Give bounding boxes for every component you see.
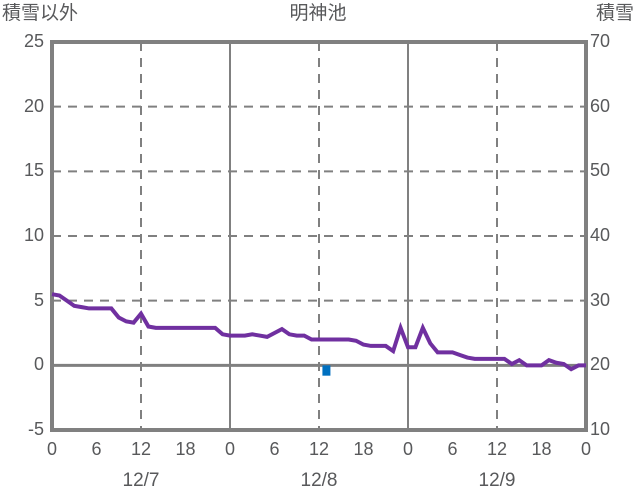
y-axis-right-tick: 20 [590,354,611,375]
x-axis-day-label: 12/9 [478,470,516,491]
chart-title: 明神池 [289,3,347,24]
x-axis-tick: 0 [46,439,57,459]
x-axis-tick: 6 [269,439,280,459]
y-axis-right-tick: 50 [590,160,611,181]
y-axis-right-tick: 60 [590,95,611,116]
x-axis-day-label: 12/8 [300,470,338,491]
data-line-snow-other [51,292,586,372]
x-axis-tick: 0 [402,439,413,459]
y-axis-left-tick: 0 [33,354,44,375]
y-axis-right-tick: 70 [590,31,611,51]
y-axis-left-tick: 10 [23,225,44,245]
x-axis-day-label: 12/7 [122,470,160,491]
x-axis-tick: 18 [353,439,374,459]
x-axis-tick: 0 [580,439,591,459]
x-axis-tick: 12 [130,439,152,459]
x-axis-tick: 12 [308,439,330,459]
y-axis-left-tick: -5 [27,419,44,439]
x-axis-tick: 6 [447,439,458,459]
x-axis-tick: 12 [486,439,508,459]
y-axis-right-tick: 30 [590,289,611,310]
snow-depth-bars [322,365,331,376]
x-axis-tick: 18 [531,439,552,459]
x-axis-tick: 6 [91,439,102,459]
y-axis-right-tick: 10 [590,419,611,439]
y-axis-left-tick: 15 [23,160,44,181]
y-axis-left-tick: 25 [23,31,44,51]
left-axis-title: 積雪以外 [2,3,79,24]
x-axis-tick: 0 [224,439,235,459]
y-axis-left-tick: 20 [23,95,44,116]
plot-frame [50,40,588,432]
y-axis-right-tick: 40 [590,225,611,245]
x-axis-tick: 18 [175,439,196,459]
plot-border [50,40,588,432]
y-axis-left-tick: 5 [33,289,44,310]
snow-depth-bar [322,365,331,376]
right-axis-title: 積雪 [595,3,634,24]
